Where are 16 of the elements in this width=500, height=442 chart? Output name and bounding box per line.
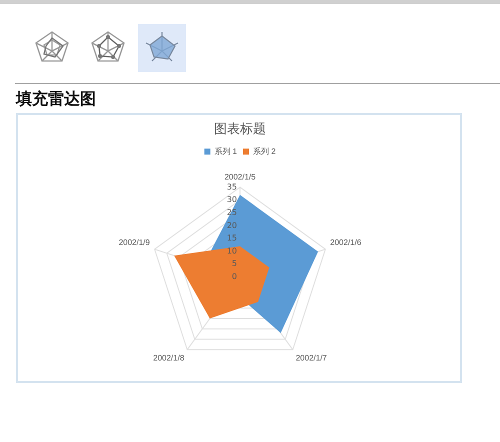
legend-label: 系列 1 bbox=[214, 146, 238, 156]
y-tick-label: 10 bbox=[226, 246, 237, 256]
y-tick-label: 0 bbox=[232, 272, 237, 282]
spoke-label: 2002/1/7 bbox=[296, 354, 328, 363]
legend-label: 系列 2 bbox=[253, 146, 276, 156]
y-tick-label: 15 bbox=[226, 234, 237, 243]
y-tick-label: 35 bbox=[226, 182, 237, 192]
spoke-label: 2002/1/6 bbox=[330, 238, 362, 248]
y-tick-label: 5 bbox=[232, 259, 237, 268]
chart-title: 图表标题 bbox=[214, 122, 266, 138]
spoke-label: 2002/1/5 bbox=[224, 172, 256, 182]
spoke-label: 2002/1/9 bbox=[118, 238, 150, 248]
text: 填充雷达图 bbox=[16, 89, 96, 110]
y-tick-label: 30 bbox=[226, 195, 237, 204]
y-tick-label: 20 bbox=[226, 220, 237, 230]
spoke-label: 2002/1/8 bbox=[153, 354, 185, 363]
